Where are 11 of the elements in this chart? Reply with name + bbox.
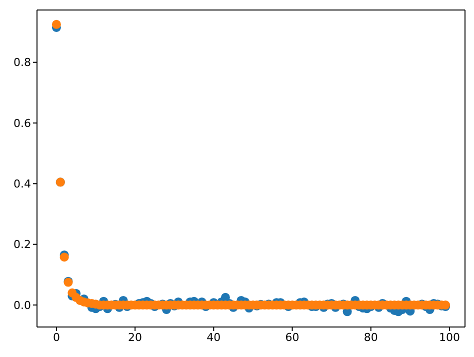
- x-tick-label: 100: [438, 330, 460, 344]
- y-tick-label: 0.6: [14, 116, 31, 130]
- y-tick-label: 0.0: [14, 298, 31, 312]
- x-tick-label: 80: [364, 330, 378, 344]
- x-tick-label: 0: [52, 330, 60, 344]
- x-tick-label: 60: [285, 330, 300, 344]
- y-tick-label: 0.8: [14, 56, 31, 70]
- x-tick-label: 40: [206, 330, 221, 344]
- y-tick-label: 0.4: [14, 178, 31, 191]
- y-tick-label: 0.2: [14, 238, 31, 252]
- x-tick-label: 20: [128, 330, 142, 344]
